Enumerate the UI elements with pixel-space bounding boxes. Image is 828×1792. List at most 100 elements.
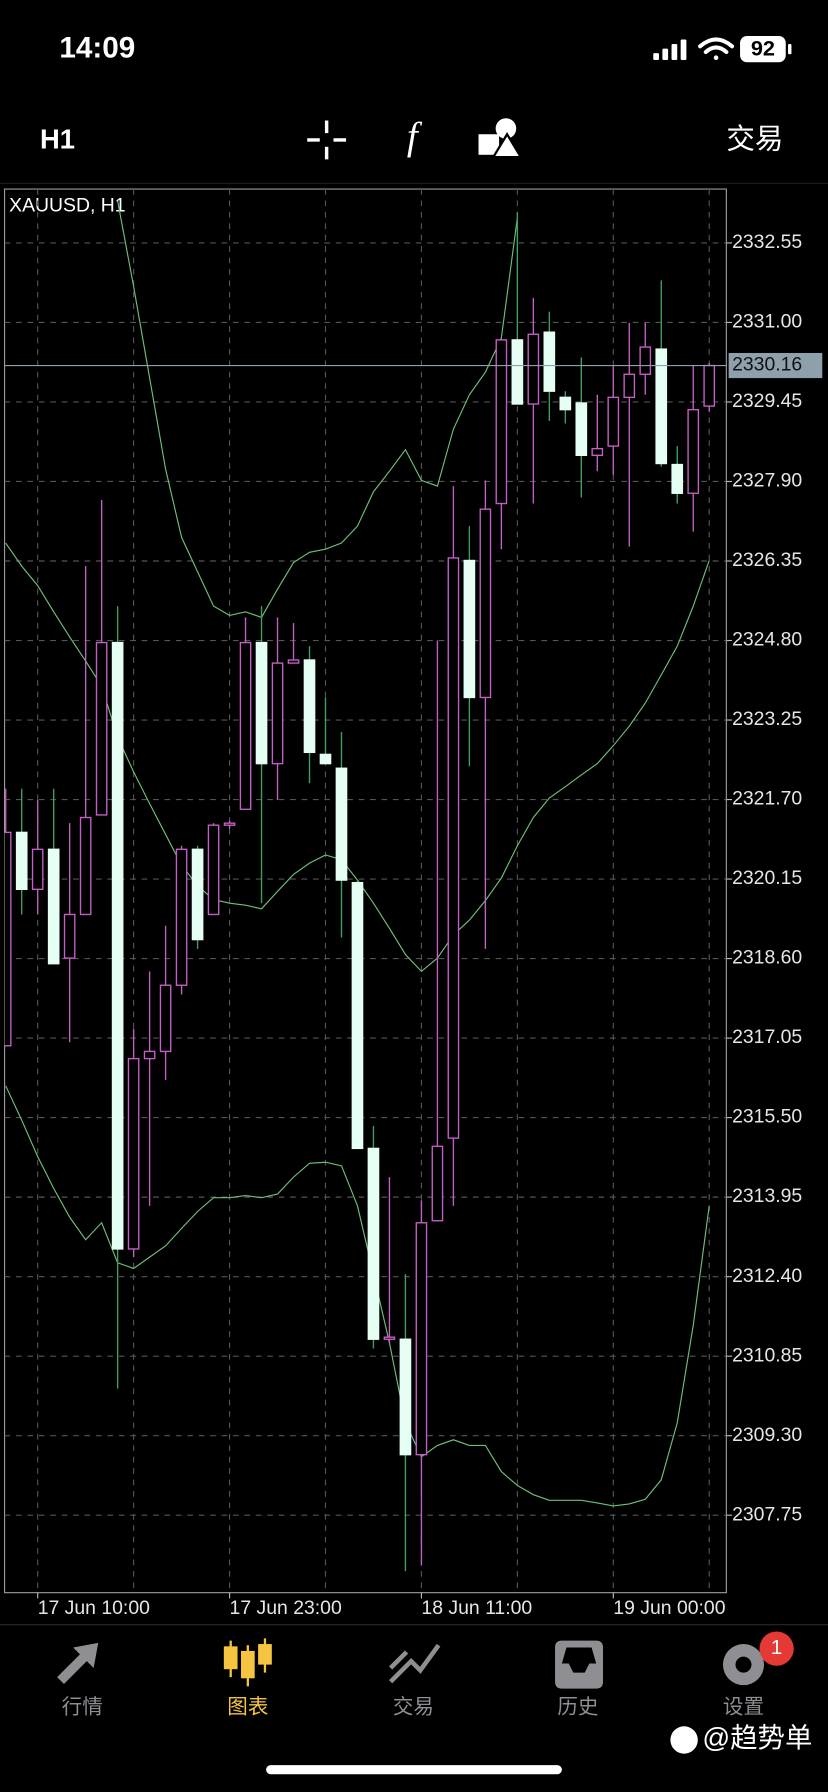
candle-body bbox=[671, 463, 684, 494]
y-tick-label: 2332.55 bbox=[732, 231, 802, 253]
tab-label[interactable]: 行情 bbox=[62, 1695, 103, 1718]
objects-button[interactable] bbox=[478, 118, 523, 159]
candle-body bbox=[95, 641, 108, 816]
candle-body bbox=[639, 346, 652, 375]
candle-body bbox=[511, 339, 524, 405]
y-tick-label: 2315.50 bbox=[732, 1106, 802, 1128]
candle-body bbox=[111, 641, 124, 1250]
tab-label[interactable]: 交易 bbox=[393, 1695, 434, 1718]
candle-body bbox=[351, 881, 364, 1150]
signal-icon bbox=[653, 39, 687, 61]
candle-body bbox=[463, 559, 476, 699]
badge-count: 1 bbox=[771, 1636, 782, 1659]
watermark-logo bbox=[670, 1726, 698, 1754]
plot-area bbox=[4, 200, 727, 1572]
trade-button[interactable]: 交易 bbox=[726, 124, 783, 156]
x-tick-label: 19 Jun 00:00 bbox=[613, 1597, 725, 1619]
status-time: 14:09 bbox=[59, 32, 135, 65]
candle-body bbox=[655, 348, 668, 465]
trade-icon bbox=[388, 1643, 441, 1684]
candle-body bbox=[575, 402, 588, 456]
chart: XAUUSD, H1 2332.55 2331.00 2329.45 2327.90 2… bbox=[3, 188, 823, 1619]
candle-body bbox=[319, 753, 332, 765]
x-tick-label: 17 Jun 10:00 bbox=[38, 1597, 150, 1619]
candle-body bbox=[207, 824, 220, 916]
y-tick-label: 2310.85 bbox=[732, 1344, 802, 1366]
market-icon bbox=[57, 1642, 99, 1685]
tab-bar: 行情 图表 交易 历史 设置 1 bbox=[0, 1624, 828, 1718]
candle-body bbox=[367, 1147, 380, 1340]
candle-body bbox=[431, 1145, 444, 1222]
y-tick-label: 2324.80 bbox=[732, 629, 802, 651]
candle-body bbox=[15, 831, 28, 891]
candle-body bbox=[127, 1057, 140, 1250]
candle-body bbox=[383, 1336, 396, 1340]
battery-tip bbox=[788, 44, 792, 55]
candle-body bbox=[479, 508, 492, 699]
price-tag-label: 2330.16 bbox=[732, 354, 802, 376]
candle-body bbox=[287, 659, 300, 664]
y-tick-label: 2331.00 bbox=[732, 311, 802, 333]
candle-body bbox=[335, 767, 348, 881]
y-tick-label: 2307.75 bbox=[732, 1503, 802, 1525]
candle-body bbox=[47, 848, 60, 965]
y-tick-label: 2312.40 bbox=[732, 1265, 802, 1287]
candle-body bbox=[591, 447, 604, 456]
y-tick-label: 2321.70 bbox=[732, 788, 802, 810]
band-line bbox=[117, 200, 518, 619]
candle-body bbox=[191, 848, 204, 941]
candle-body bbox=[31, 848, 44, 891]
candle-body bbox=[559, 396, 572, 411]
crosshair-button[interactable] bbox=[307, 120, 347, 160]
candle-body bbox=[687, 408, 700, 494]
candle-body bbox=[175, 848, 188, 986]
timeframe-button[interactable]: H1 bbox=[40, 123, 75, 154]
candle-body bbox=[623, 373, 636, 399]
candle-body bbox=[255, 641, 268, 765]
y-tick-label: 2309.30 bbox=[732, 1424, 802, 1446]
tab-label[interactable]: 设置 bbox=[723, 1695, 764, 1718]
candle-body bbox=[543, 331, 556, 392]
settings-icon bbox=[722, 1644, 765, 1686]
candle-body bbox=[447, 557, 460, 1139]
y-tick-label: 2313.95 bbox=[732, 1185, 802, 1207]
candle-body bbox=[495, 339, 508, 505]
y-tick-label: 2327.90 bbox=[732, 470, 802, 492]
chart-icon bbox=[223, 1638, 272, 1687]
candle-body bbox=[239, 641, 252, 810]
candle-body bbox=[143, 1050, 156, 1060]
history-icon bbox=[555, 1640, 604, 1689]
candle-body bbox=[223, 822, 236, 826]
candle-body bbox=[63, 913, 76, 959]
y-tick-label: 2329.45 bbox=[732, 390, 802, 412]
candle-body bbox=[4, 831, 12, 1047]
wifi-icon bbox=[698, 37, 735, 61]
candle-body bbox=[399, 1338, 412, 1456]
indicators-button[interactable]: f bbox=[407, 115, 423, 158]
x-tick-label: 18 Jun 11:00 bbox=[421, 1597, 532, 1619]
price-tag bbox=[728, 352, 823, 379]
y-tick-label: 2318.60 bbox=[732, 947, 802, 969]
candle-body bbox=[703, 364, 716, 407]
y-tick-label: 2326.35 bbox=[732, 549, 802, 571]
tab-label[interactable]: 历史 bbox=[557, 1695, 598, 1718]
candle-body bbox=[271, 662, 284, 765]
y-tick-label: 2323.25 bbox=[732, 708, 802, 730]
battery-level: 92 bbox=[751, 35, 775, 60]
candle-body bbox=[303, 659, 316, 754]
candle-body bbox=[79, 816, 92, 916]
band-line bbox=[5, 1085, 710, 1507]
candle-body bbox=[415, 1222, 428, 1456]
tab-label[interactable]: 图表 bbox=[227, 1695, 268, 1718]
home-indicator bbox=[266, 1765, 562, 1775]
badge bbox=[759, 1631, 794, 1666]
x-tick-label: 17 Jun 23:00 bbox=[230, 1597, 342, 1619]
candle-body bbox=[607, 396, 620, 447]
battery-icon bbox=[740, 36, 786, 63]
watermark: @趋势单 bbox=[702, 1722, 812, 1753]
candle-body bbox=[527, 333, 540, 405]
chart-title: XAUUSD, H1 bbox=[9, 194, 125, 216]
y-tick-label: 2320.15 bbox=[732, 867, 802, 889]
candle-body bbox=[159, 984, 172, 1053]
